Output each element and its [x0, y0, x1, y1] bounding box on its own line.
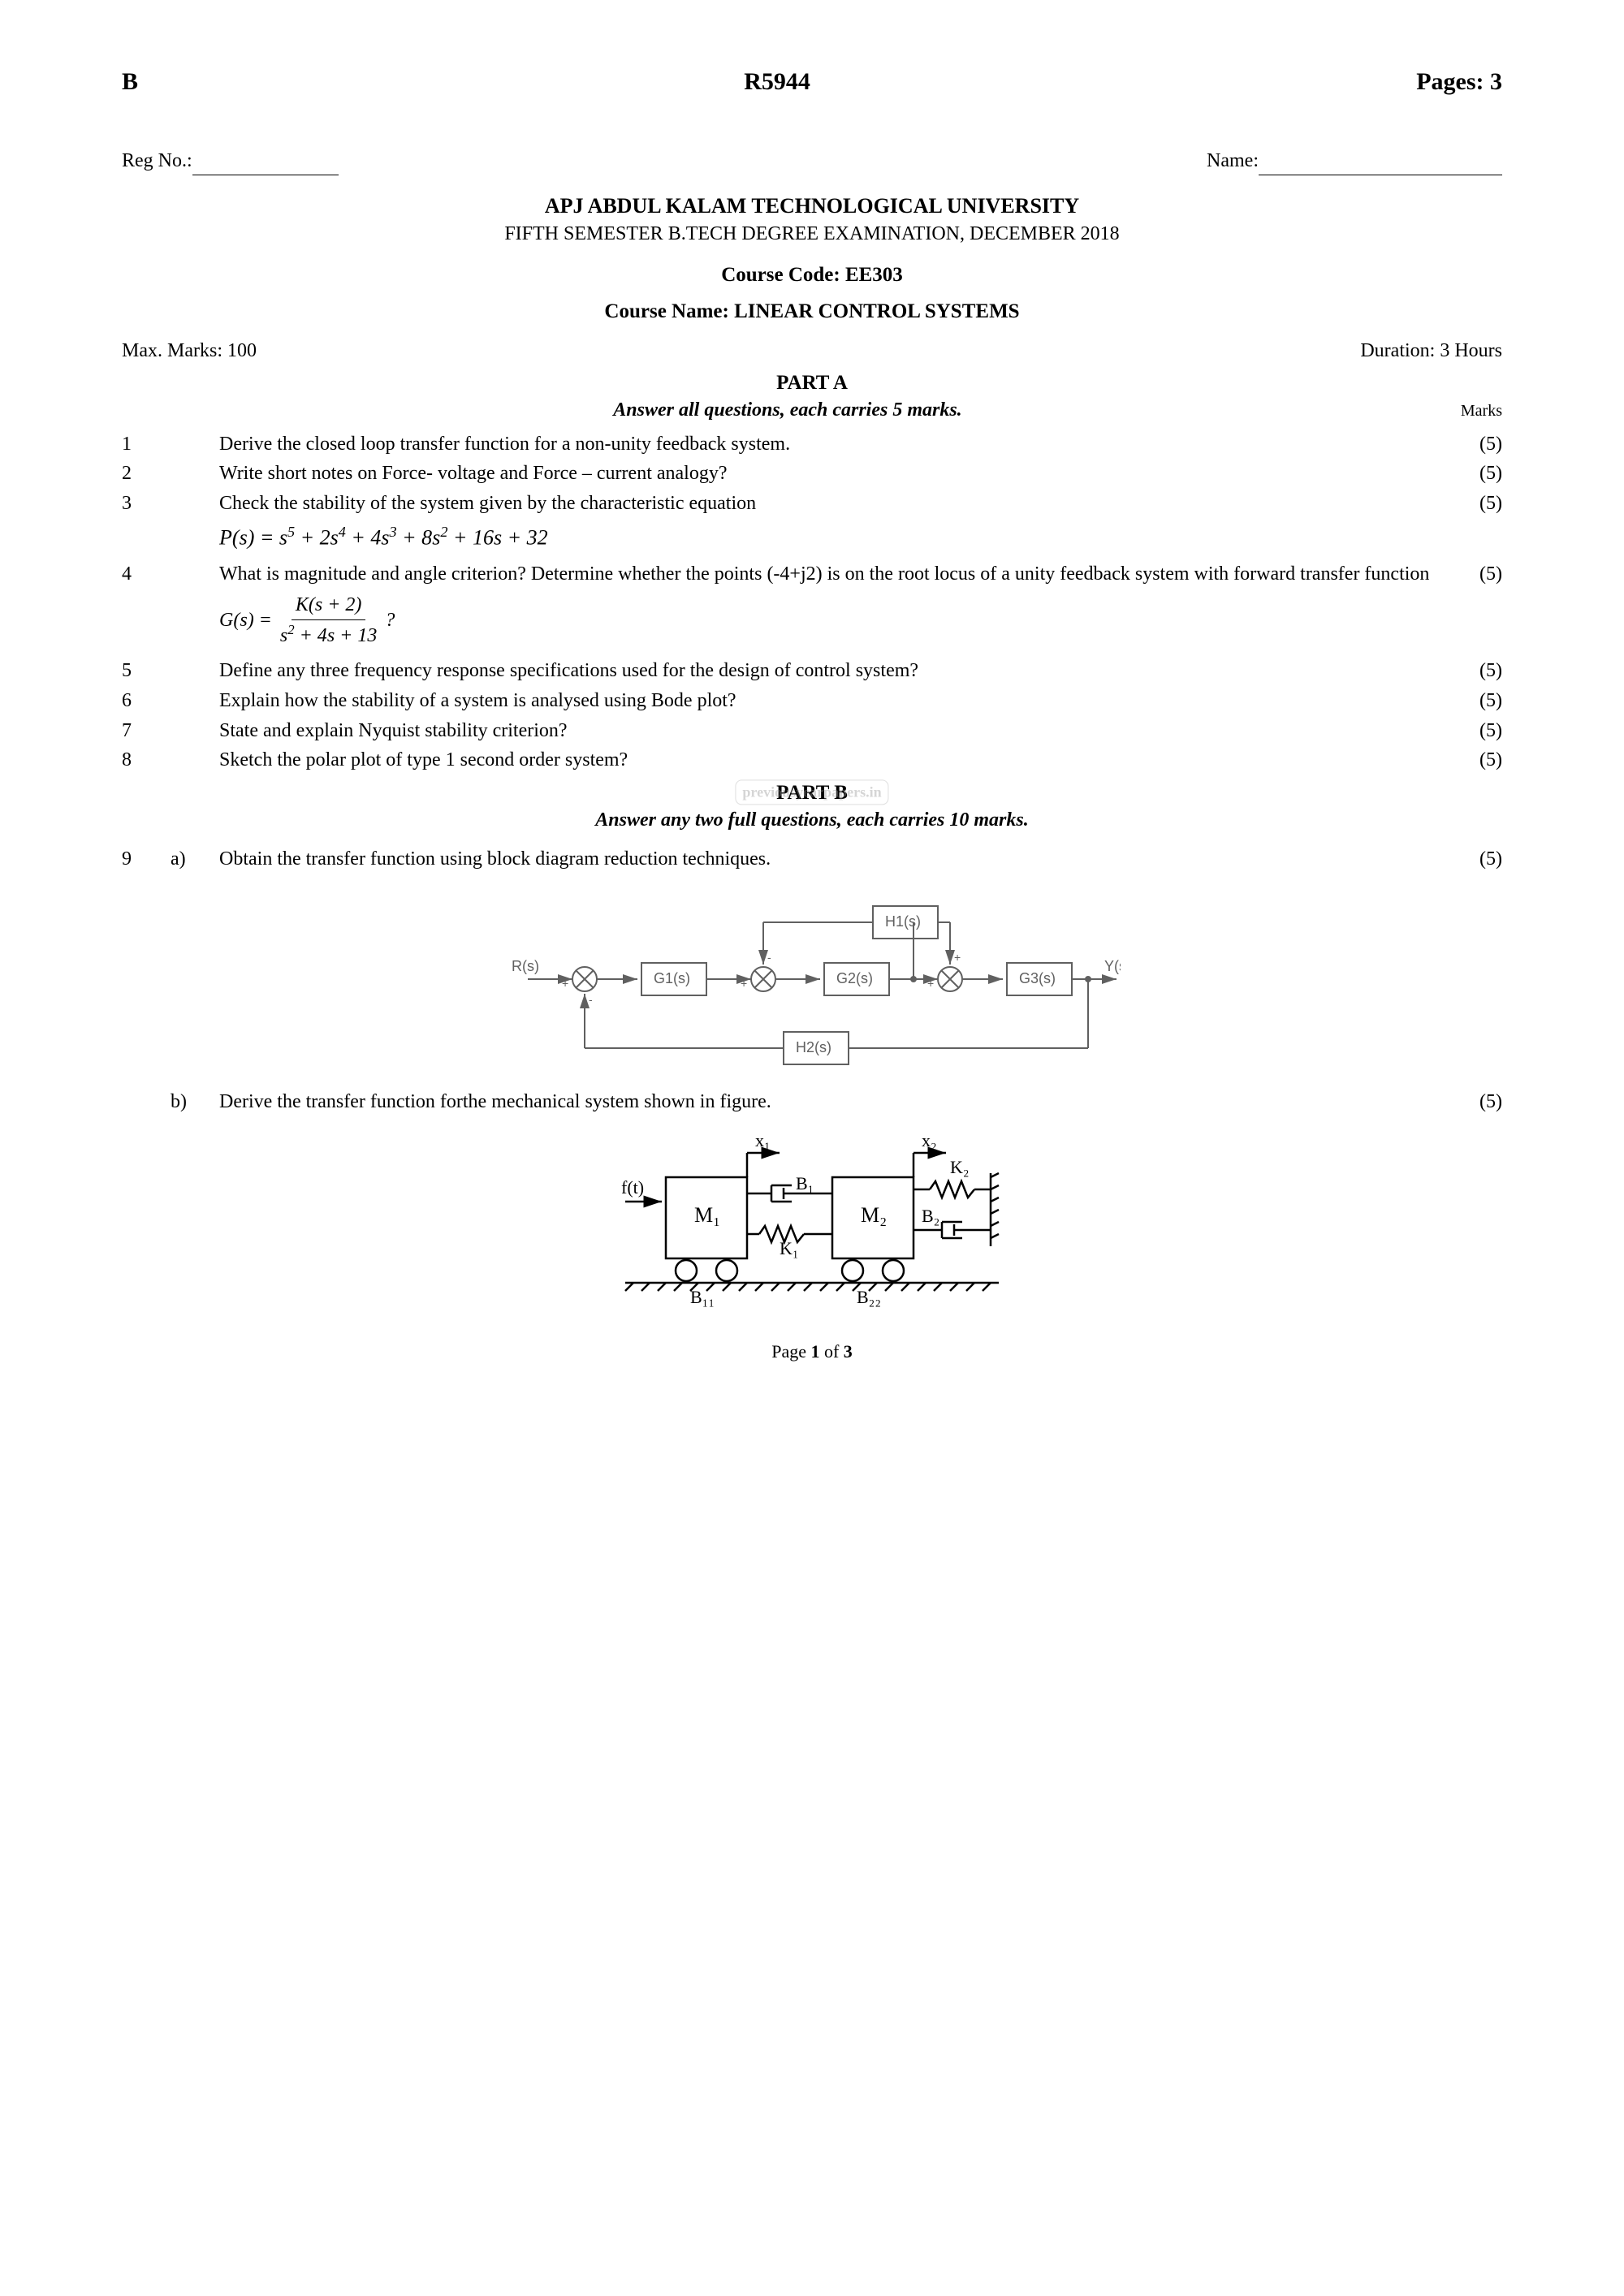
- question-text: What is magnitude and angle criterion? D…: [219, 561, 1453, 589]
- svg-text:-: -: [767, 951, 771, 964]
- question-text: Sketch the polar plot of type 1 second o…: [219, 747, 1453, 775]
- question-marks: (5): [1453, 460, 1502, 488]
- question-text: Derive the transfer function forthe mech…: [219, 1089, 1453, 1116]
- question-row: 1 Derive the closed loop transfer functi…: [122, 431, 1502, 459]
- reg-label: Reg No.:: [122, 148, 192, 175]
- question-number: 6: [122, 688, 171, 715]
- mech-b2-label: B₂: [922, 1206, 939, 1226]
- question-row: 9 a) Obtain the transfer function using …: [122, 846, 1502, 874]
- question-marks: (5): [1453, 688, 1502, 715]
- question-number: 5: [122, 658, 171, 685]
- question-text: Define any three frequency response spec…: [219, 658, 1453, 685]
- exam-title: FIFTH SEMESTER B.TECH DEGREE EXAMINATION…: [122, 221, 1502, 248]
- course-name: Course Name: LINEAR CONTROL SYSTEMS: [122, 297, 1502, 326]
- equation-4: G(s) = K(s + 2) s2 + 4s + 13 ?: [219, 592, 1502, 650]
- question-sub: b): [171, 1089, 219, 1116]
- reg-field: Reg No.:: [122, 148, 339, 175]
- part-b-instruction: Answer any two full questions, each carr…: [122, 807, 1502, 835]
- mechanical-diagram: f(t) M₁ M₂ x₁ x₂ B₁ K₁ K₂ B₂ B₁₁ B₂₂: [122, 1129, 1502, 1315]
- question-text: Derive the closed loop transfer function…: [219, 431, 1453, 459]
- name-label: Name:: [1207, 148, 1259, 175]
- question-marks: (5): [1453, 718, 1502, 745]
- mech-x1-label: x₁: [755, 1130, 771, 1150]
- header-right: Pages: 3: [1416, 65, 1502, 99]
- question-marks: (5): [1453, 490, 1502, 518]
- svg-text:+: +: [927, 977, 934, 990]
- question-text: Obtain the transfer function using block…: [219, 846, 1453, 874]
- question-marks: (5): [1453, 747, 1502, 775]
- max-marks: Max. Marks: 100: [122, 338, 257, 365]
- mech-force-label: f(t): [621, 1177, 644, 1198]
- question-number: 3: [122, 490, 171, 518]
- question-text: Write short notes on Force- voltage and …: [219, 460, 1453, 488]
- question-row: 7 State and explain Nyquist stability cr…: [122, 718, 1502, 745]
- svg-text:+: +: [954, 951, 961, 964]
- mech-m1-label: M₁: [694, 1203, 720, 1227]
- question-row: 2 Write short notes on Force- voltage an…: [122, 460, 1502, 488]
- question-marks: (5): [1453, 431, 1502, 459]
- question-row: 8 Sketch the polar plot of type 1 second…: [122, 747, 1502, 775]
- part-b-header: previousyearpapers.in PART B: [122, 779, 1502, 807]
- question-number: 9: [122, 846, 171, 874]
- duration: Duration: 3 Hours: [1360, 338, 1502, 365]
- question-number: 8: [122, 747, 171, 775]
- mech-b22-label: B₂₂: [857, 1287, 881, 1307]
- university-name: APJ ABDUL KALAM TECHNOLOGICAL UNIVERSITY: [122, 192, 1502, 221]
- page-header: B R5944 Pages: 3: [122, 65, 1502, 99]
- question-number: 1: [122, 431, 171, 459]
- header-center: R5944: [744, 65, 810, 99]
- equation-3: P(s) = s5 + 2s4 + 4s3 + 8s2 + 16s + 32: [219, 522, 1502, 553]
- block-g1-label: G1(s): [654, 970, 690, 986]
- block-input-label: R(s): [512, 958, 539, 974]
- question-text: Check the stability of the system given …: [219, 490, 1453, 518]
- block-g3-label: G3(s): [1019, 970, 1056, 986]
- question-text: Explain how the stability of a system is…: [219, 688, 1453, 715]
- svg-text:+: +: [562, 977, 568, 990]
- watermark: previousyearpapers.in: [735, 780, 888, 805]
- question-number: 7: [122, 718, 171, 745]
- question-row: 3 Check the stability of the system give…: [122, 490, 1502, 518]
- svg-text:-: -: [589, 993, 593, 1006]
- mech-b1-label: B₁: [796, 1173, 814, 1193]
- question-marks: (5): [1453, 561, 1502, 589]
- block-h1-label: H1(s): [885, 913, 921, 930]
- course-code: Course Code: EE303: [122, 261, 1502, 289]
- page-footer: Page 1 of 3: [122, 1340, 1502, 1365]
- question-row: 6 Explain how the stability of a system …: [122, 688, 1502, 715]
- mech-k2-label: K₂: [950, 1157, 970, 1177]
- block-diagram: R(s) Y(s) G1(s) G2(s) G3(s) H1(s) H2(s) …: [122, 890, 1502, 1068]
- header-left: B: [122, 65, 138, 99]
- reg-name-row: Reg No.: Name:: [122, 148, 1502, 175]
- svg-text:+: +: [741, 977, 747, 990]
- marks-duration-row: Max. Marks: 100 Duration: 3 Hours: [122, 338, 1502, 365]
- part-a-header: PART A: [122, 369, 1502, 397]
- question-row: 4 What is magnitude and angle criterion?…: [122, 561, 1502, 589]
- question-marks: (5): [1453, 658, 1502, 685]
- question-marks: (5): [1453, 846, 1502, 874]
- question-marks: (5): [1453, 1089, 1502, 1116]
- name-field: Name:: [1207, 148, 1502, 175]
- question-row: 5 Define any three frequency response sp…: [122, 658, 1502, 685]
- question-number: 2: [122, 460, 171, 488]
- mech-b11-label: B₁₁: [690, 1287, 715, 1307]
- question-number: 4: [122, 561, 171, 589]
- question-sub: a): [171, 846, 219, 874]
- block-h2-label: H2(s): [796, 1039, 831, 1055]
- mech-k1-label: K₁: [780, 1238, 799, 1258]
- part-a-instruction: Answer all questions, each carries 5 mar…: [122, 397, 1453, 425]
- question-row: b) Derive the transfer function forthe m…: [122, 1089, 1502, 1116]
- block-g2-label: G2(s): [836, 970, 873, 986]
- mech-x2-label: x₂: [922, 1130, 937, 1150]
- question-text: State and explain Nyquist stability crit…: [219, 718, 1453, 745]
- mech-m2-label: M₂: [861, 1203, 887, 1227]
- block-output-label: Y(s): [1104, 958, 1121, 974]
- marks-label: Marks: [1453, 399, 1502, 422]
